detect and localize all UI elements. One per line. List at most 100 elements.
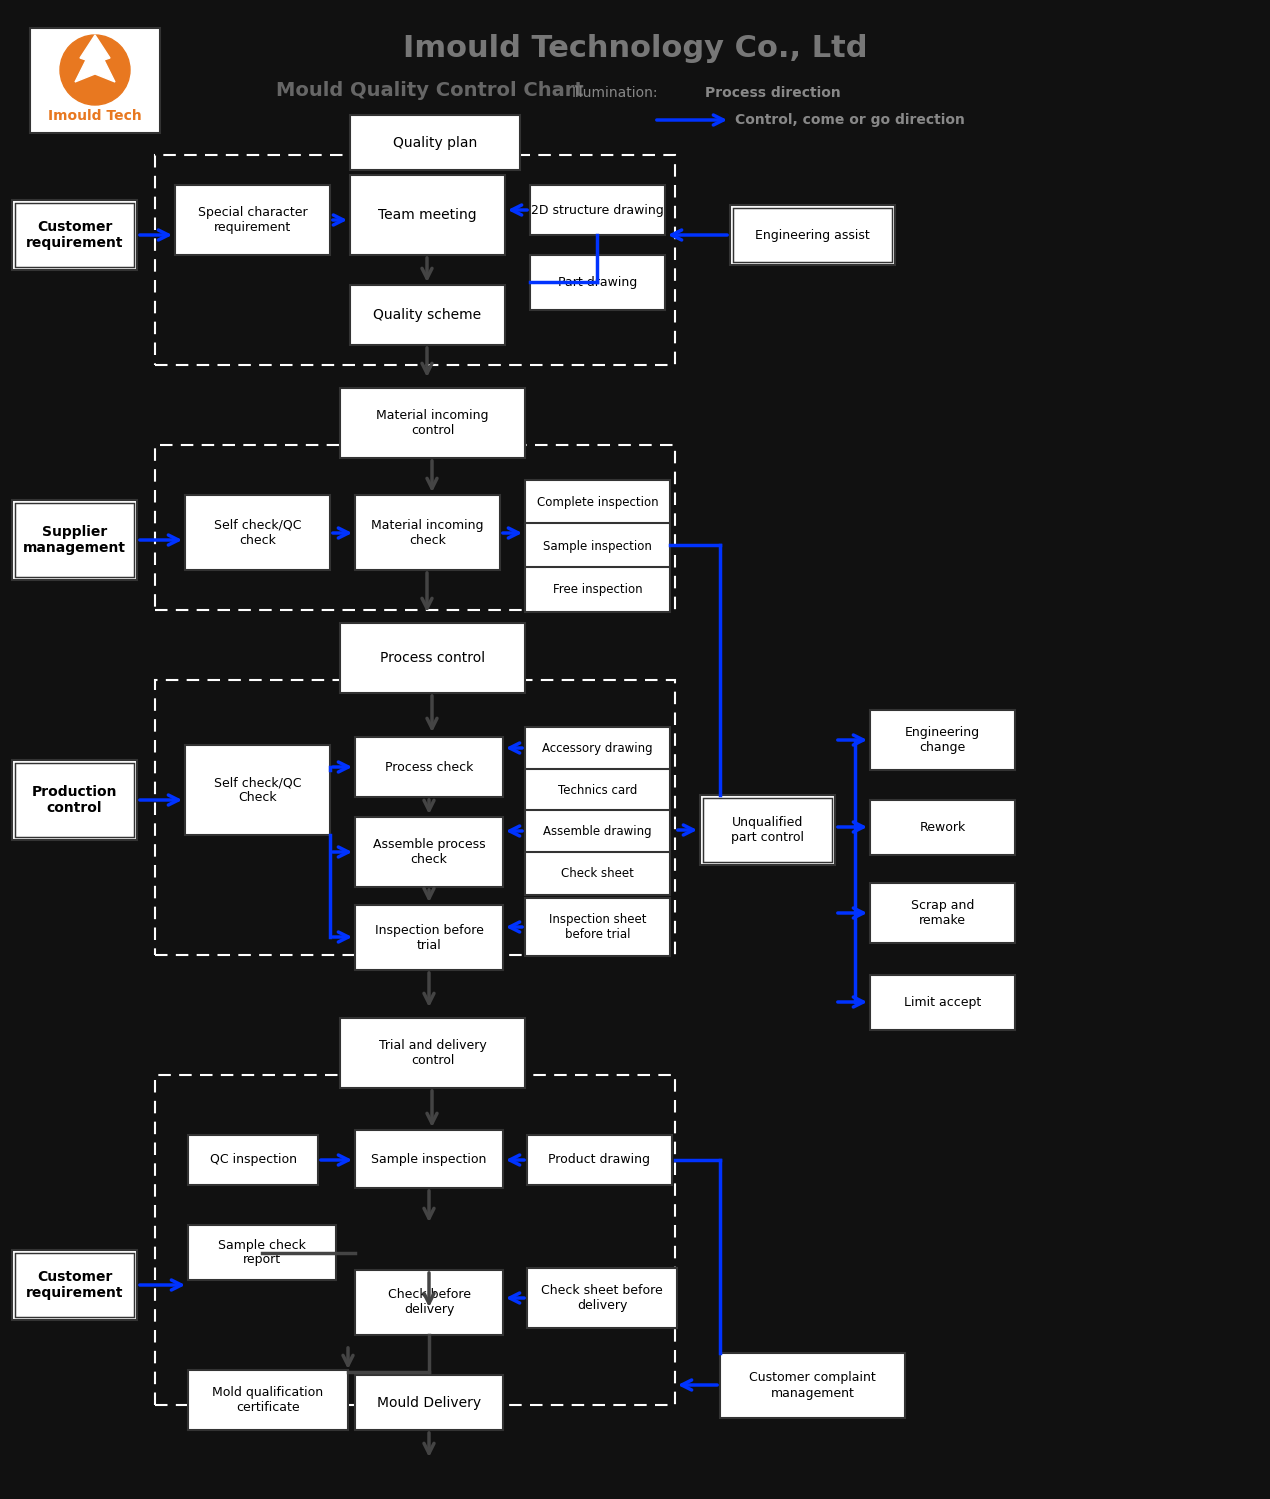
Text: Scrap and
remake: Scrap and remake <box>911 899 974 926</box>
Bar <box>340 388 525 459</box>
Text: Technics card: Technics card <box>558 784 638 797</box>
Bar <box>11 1250 137 1321</box>
Bar <box>11 501 137 580</box>
Bar <box>870 711 1015 770</box>
Text: Assemble process
check: Assemble process check <box>372 838 485 866</box>
Text: Free inspection: Free inspection <box>552 583 643 597</box>
Text: Sample inspection: Sample inspection <box>371 1153 486 1166</box>
Text: Sample check
report: Sample check report <box>218 1238 306 1267</box>
Text: Control, come or go direction: Control, come or go direction <box>735 112 965 127</box>
Bar <box>525 851 671 895</box>
Bar <box>175 184 330 255</box>
Bar <box>11 760 137 839</box>
Bar <box>700 794 834 865</box>
Bar <box>188 1225 337 1280</box>
Text: Supplier
management: Supplier management <box>23 525 126 555</box>
Bar <box>527 1135 672 1186</box>
Bar <box>155 154 674 364</box>
Bar <box>351 115 519 169</box>
Bar <box>155 445 674 610</box>
Bar <box>356 495 500 570</box>
Bar <box>356 738 503 797</box>
Bar <box>340 624 525 693</box>
Bar <box>351 175 505 255</box>
Bar <box>530 255 665 310</box>
Bar <box>356 905 503 970</box>
Text: Self check/QC
check: Self check/QC check <box>213 519 301 547</box>
Bar <box>155 1075 674 1405</box>
Bar <box>870 883 1015 943</box>
Text: Quality plan: Quality plan <box>392 135 478 150</box>
Text: Check before
delivery: Check before delivery <box>387 1289 470 1316</box>
Text: Mould Delivery: Mould Delivery <box>377 1396 481 1409</box>
Text: Sample inspection: Sample inspection <box>544 540 652 553</box>
Bar <box>730 205 895 265</box>
Bar <box>870 800 1015 854</box>
Text: Engineering assist: Engineering assist <box>756 228 870 241</box>
Text: Customer complaint
management: Customer complaint management <box>749 1372 876 1400</box>
Bar <box>15 763 135 836</box>
Bar <box>11 199 137 270</box>
Bar <box>530 184 665 235</box>
Text: Material incoming
control: Material incoming control <box>376 409 489 438</box>
Text: Illumination:: Illumination: <box>572 85 659 100</box>
Text: Limit accept: Limit accept <box>904 995 982 1009</box>
Bar <box>356 1375 503 1430</box>
Text: Accessory drawing: Accessory drawing <box>542 742 653 755</box>
Bar <box>340 1018 525 1088</box>
Text: Production
control: Production control <box>32 785 117 815</box>
Text: Imould Tech: Imould Tech <box>48 109 142 123</box>
Bar <box>733 208 892 262</box>
Bar <box>525 727 671 770</box>
Bar <box>30 28 160 133</box>
Bar <box>527 1268 677 1328</box>
Text: Mould Quality Control Chart: Mould Quality Control Chart <box>276 81 584 99</box>
Bar <box>704 797 832 862</box>
Text: Check sheet: Check sheet <box>561 866 634 880</box>
Text: Process control: Process control <box>380 651 485 666</box>
Text: Unqualified
part control: Unqualified part control <box>732 815 804 844</box>
Text: Process check: Process check <box>385 760 474 773</box>
Bar <box>525 523 671 570</box>
Text: Customer
requirement: Customer requirement <box>25 1270 123 1300</box>
Bar <box>525 567 671 612</box>
Bar <box>188 1370 348 1430</box>
Text: Assemble drawing: Assemble drawing <box>544 824 652 838</box>
Bar <box>870 974 1015 1030</box>
Bar <box>720 1354 906 1418</box>
Bar <box>356 1270 503 1336</box>
Bar <box>188 1135 318 1186</box>
Bar <box>351 285 505 345</box>
Text: Trial and delivery
control: Trial and delivery control <box>378 1039 486 1067</box>
Text: Special character
requirement: Special character requirement <box>198 205 307 234</box>
Text: Material incoming
check: Material incoming check <box>371 519 484 547</box>
Bar <box>525 809 671 853</box>
Text: Self check/QC
Check: Self check/QC Check <box>213 776 301 803</box>
Text: 2D structure drawing: 2D structure drawing <box>531 204 664 216</box>
Text: Team meeting: Team meeting <box>378 208 476 222</box>
Bar <box>356 817 503 887</box>
Bar <box>185 495 330 570</box>
Bar <box>15 1253 135 1318</box>
Text: Engineering
change: Engineering change <box>906 726 980 754</box>
Text: Process direction: Process direction <box>705 85 841 100</box>
Text: Quality scheme: Quality scheme <box>373 307 481 322</box>
Text: Part drawing: Part drawing <box>558 276 638 289</box>
Text: QC inspection: QC inspection <box>210 1154 296 1166</box>
Text: Check sheet before
delivery: Check sheet before delivery <box>541 1285 663 1312</box>
Bar <box>15 202 135 267</box>
Bar <box>15 504 135 577</box>
Bar <box>525 898 671 956</box>
Text: Imould Technology Co., Ltd: Imould Technology Co., Ltd <box>403 33 867 63</box>
Bar <box>525 480 671 525</box>
Text: Inspection before
trial: Inspection before trial <box>375 923 484 952</box>
Text: Inspection sheet
before trial: Inspection sheet before trial <box>549 913 646 941</box>
Text: Customer
requirement: Customer requirement <box>25 220 123 250</box>
Bar <box>525 769 671 812</box>
Bar <box>185 745 330 835</box>
Text: Rework: Rework <box>919 821 965 833</box>
Polygon shape <box>75 34 116 82</box>
Bar <box>155 681 674 955</box>
Bar <box>356 1130 503 1189</box>
Circle shape <box>60 34 130 105</box>
